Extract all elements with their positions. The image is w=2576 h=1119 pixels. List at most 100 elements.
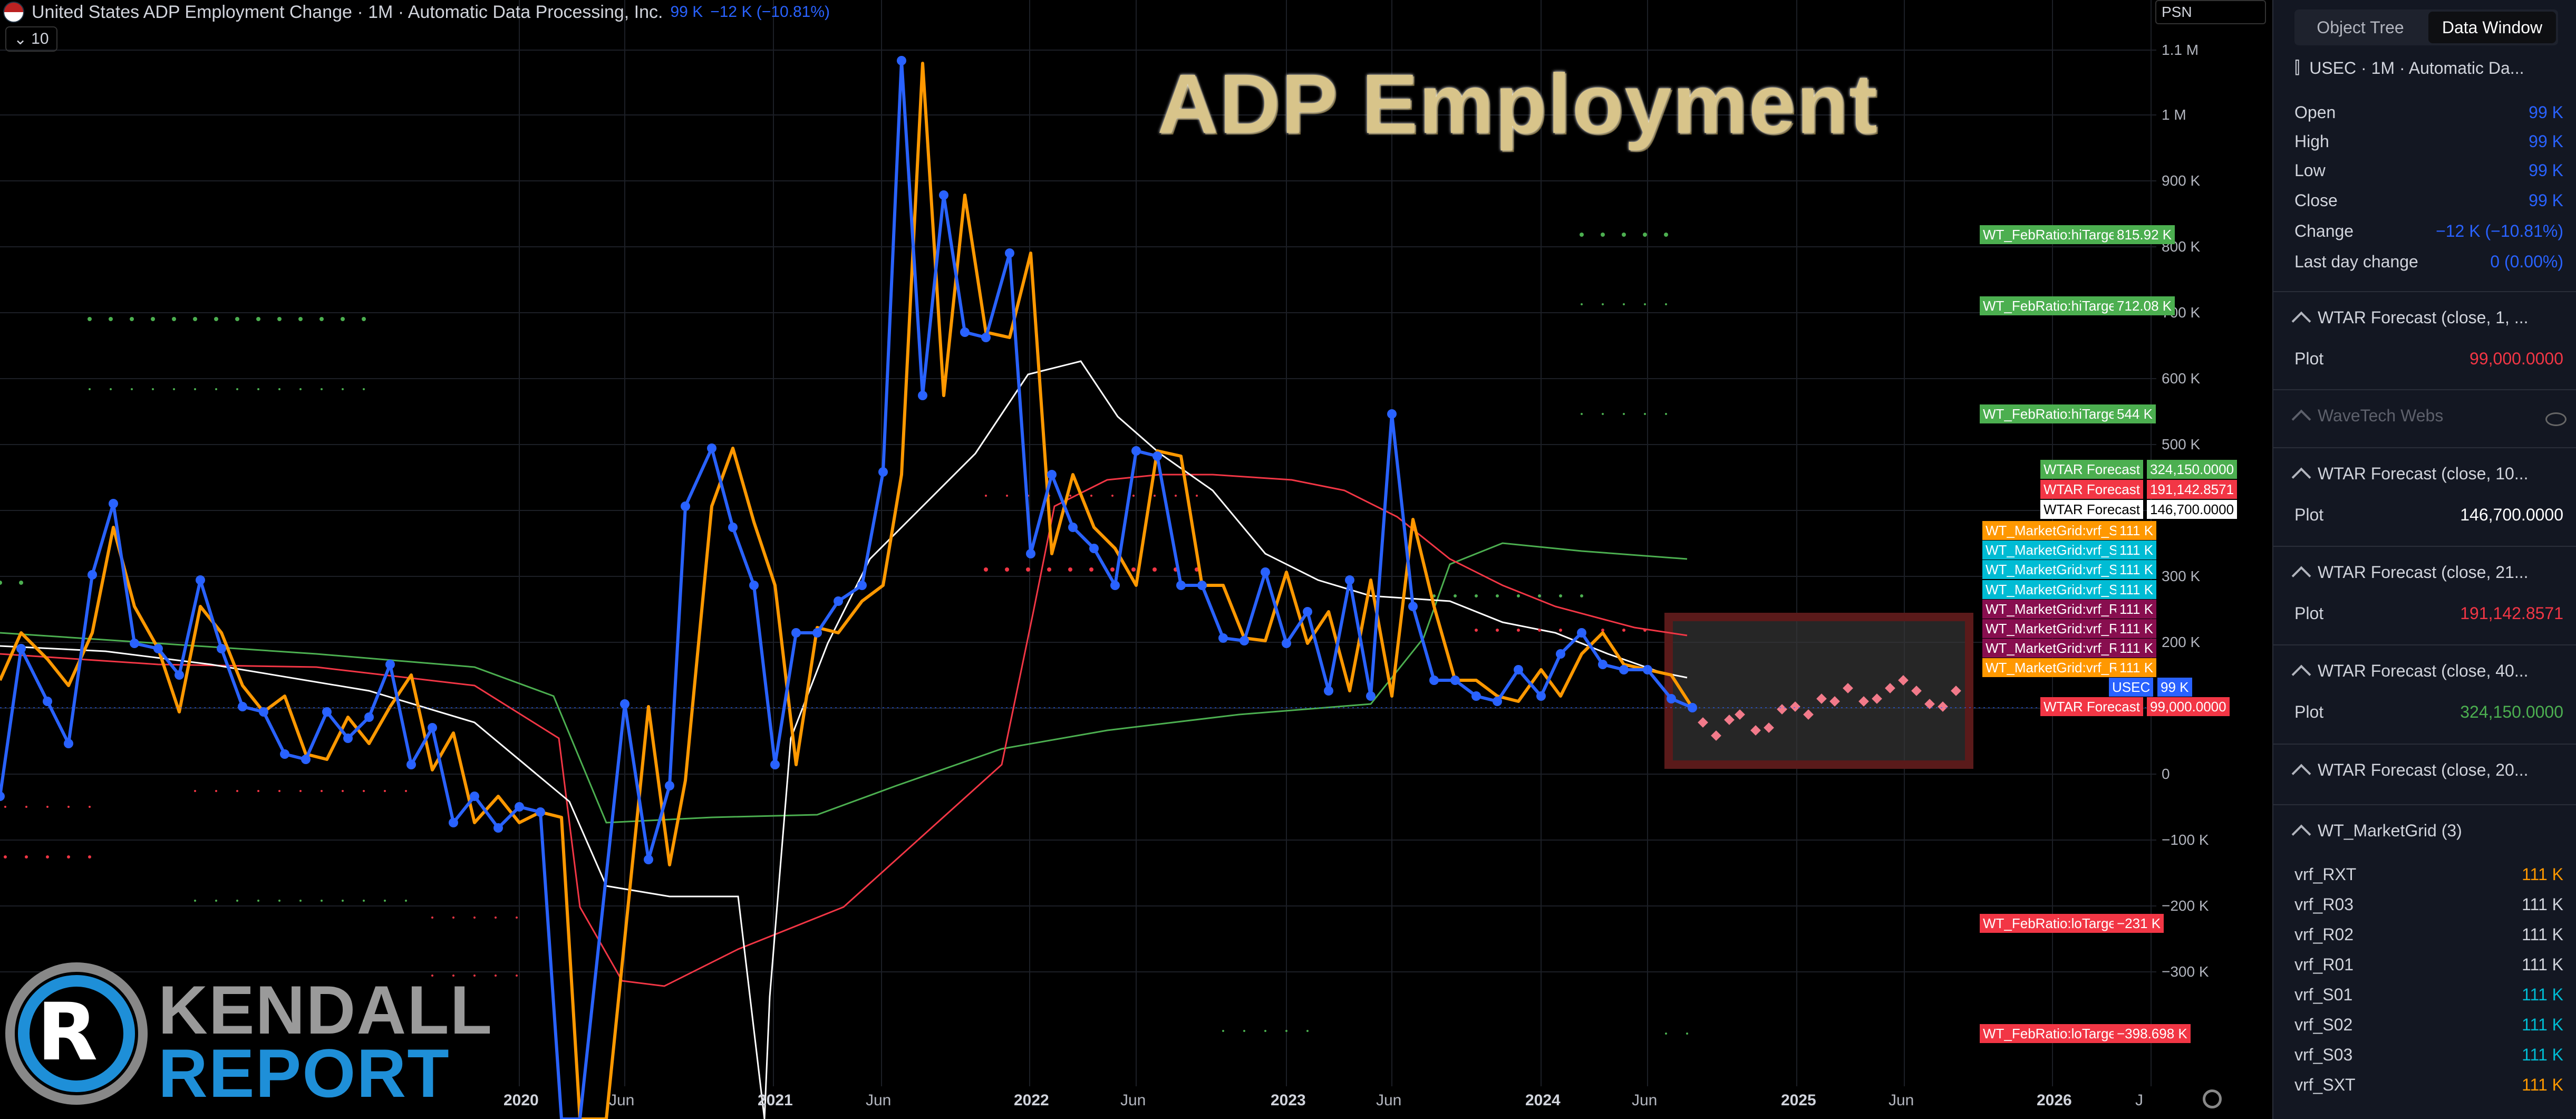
data-point bbox=[217, 644, 226, 653]
indicator-section[interactable] bbox=[2273, 546, 2576, 547]
price-tag-value: 111 K bbox=[2116, 639, 2157, 658]
data-point bbox=[16, 644, 26, 653]
green-ma-line bbox=[0, 542, 1688, 824]
level-dot bbox=[299, 388, 302, 390]
level-dot bbox=[452, 917, 454, 919]
indicator-title[interactable]: WTAR Forecast (close, 21... bbox=[2291, 562, 2529, 586]
level-dot bbox=[193, 317, 197, 321]
data-point bbox=[1131, 446, 1141, 456]
price-tag-value: 111 K bbox=[2116, 541, 2157, 560]
level-dot bbox=[46, 806, 49, 808]
x-tick-label: Jun bbox=[1120, 1092, 1146, 1109]
grid-label: vrf_R01 bbox=[2294, 955, 2354, 974]
price-tag-label: WTAR Forecast bbox=[2040, 697, 2143, 716]
price-tag-value: 544 K bbox=[2114, 404, 2156, 423]
price-tag-label: WT_FebRatio:loTarget#1 bbox=[1980, 914, 2139, 933]
level-dot bbox=[431, 975, 433, 977]
indicator-section[interactable] bbox=[2273, 744, 2576, 745]
market-grid-name: WT_MarketGrid (3) bbox=[2318, 821, 2462, 840]
level-dot bbox=[1581, 413, 1583, 415]
level-dot bbox=[130, 317, 134, 321]
gear-icon[interactable] bbox=[2203, 1089, 2222, 1108]
ohlc-value: 99 K bbox=[2529, 132, 2563, 151]
price-tag-value: 712.08 K bbox=[2114, 296, 2175, 315]
chevron-up-icon[interactable] bbox=[2291, 664, 2311, 684]
market-grid-section[interactable] bbox=[2273, 804, 2576, 805]
y-tick-label: 200 K bbox=[2162, 634, 2201, 650]
indicator-section[interactable] bbox=[2273, 291, 2576, 292]
data-point bbox=[1387, 409, 1397, 419]
level-dot bbox=[1026, 567, 1030, 572]
level-dot bbox=[89, 806, 91, 808]
ohlc-label: Last day change bbox=[2294, 252, 2418, 271]
indicator-title[interactable]: WaveTech Webs bbox=[2291, 405, 2443, 429]
price-tag-value: 111 K bbox=[2116, 560, 2157, 579]
level-dot bbox=[495, 917, 497, 919]
grid-row: vrf_R01 111 K bbox=[2294, 955, 2563, 975]
level-dot bbox=[19, 581, 23, 585]
x-tick-label: Jun bbox=[1376, 1092, 1402, 1109]
price-tag-label: WT_MarketGrid:vrf_S03 bbox=[1982, 541, 2137, 560]
indicator-title[interactable]: WTAR Forecast (close, 40... bbox=[2291, 660, 2529, 684]
chevron-up-icon[interactable] bbox=[2291, 764, 2311, 784]
indicator-section[interactable] bbox=[2273, 644, 2576, 645]
indicator-section[interactable] bbox=[2273, 447, 2576, 448]
level-dot bbox=[363, 900, 365, 902]
indicator-title[interactable]: WTAR Forecast (close, 1, ... bbox=[2291, 307, 2528, 331]
y-tick-label: 900 K bbox=[2162, 172, 2201, 189]
ohlc-row: Change −12 K (−10.81%) bbox=[2294, 221, 2563, 241]
plot-row: Plot 324,150.0000 bbox=[2294, 702, 2563, 722]
interval-toggle-button[interactable]: ⌄ 10 bbox=[5, 26, 57, 52]
price-tag-label: WTAR Forecast bbox=[2040, 460, 2143, 479]
data-point bbox=[878, 467, 888, 477]
level-dot bbox=[172, 317, 176, 321]
chart-header: United States ADP Employment Change · 1M… bbox=[0, 0, 830, 24]
level-dot bbox=[152, 388, 154, 390]
grid-value: 111 K bbox=[2522, 985, 2563, 1004]
level-dot bbox=[299, 790, 302, 792]
level-dot bbox=[1643, 233, 1647, 237]
price-tag-label: WT_FebRatio:hiTarget#1 bbox=[1980, 404, 2139, 423]
plot-value: 191,142.8571 bbox=[2460, 604, 2563, 623]
eye-hidden-icon[interactable] bbox=[2545, 412, 2567, 426]
market-grid-title[interactable]: WT_MarketGrid (3) bbox=[2291, 820, 2462, 844]
level-dot bbox=[321, 790, 323, 792]
level-dot bbox=[298, 317, 303, 321]
tab-object-tree[interactable]: Object Tree bbox=[2317, 17, 2404, 37]
level-dot bbox=[1006, 495, 1008, 497]
level-dot bbox=[1111, 495, 1113, 497]
level-dot bbox=[1196, 495, 1198, 497]
level-dot bbox=[256, 317, 260, 321]
level-dot bbox=[1601, 629, 1604, 632]
data-point bbox=[1218, 633, 1228, 643]
chevron-up-icon[interactable] bbox=[2291, 467, 2311, 487]
data-point bbox=[918, 391, 927, 400]
level-dot bbox=[1559, 594, 1562, 597]
data-point bbox=[1429, 676, 1439, 685]
level-dot bbox=[1306, 1030, 1309, 1032]
indicator-name: WTAR Forecast (close, 40... bbox=[2318, 661, 2529, 680]
data-point bbox=[43, 697, 52, 706]
level-dot bbox=[319, 317, 324, 321]
data-point bbox=[493, 823, 503, 833]
chart-title[interactable]: United States ADP Employment Change · 1M… bbox=[32, 2, 663, 22]
tab-data-window[interactable]: Data Window bbox=[2428, 12, 2556, 43]
chevron-up-icon[interactable] bbox=[2291, 824, 2311, 844]
indicator-title[interactable]: WTAR Forecast (close, 20... bbox=[2291, 759, 2529, 784]
chart-area[interactable]: United States ADP Employment Change · 1M… bbox=[0, 0, 2272, 1119]
level-dot bbox=[1110, 567, 1115, 572]
ohlc-value: −12 K (−10.81%) bbox=[2436, 221, 2563, 240]
data-point bbox=[812, 628, 822, 638]
chevron-up-icon[interactable] bbox=[2291, 409, 2311, 429]
indicator-section[interactable] bbox=[2273, 389, 2576, 390]
data-point bbox=[364, 712, 374, 722]
indicator-title[interactable]: WTAR Forecast (close, 10... bbox=[2291, 463, 2529, 487]
chevron-up-icon[interactable] bbox=[2291, 566, 2311, 586]
last-change: −12 K (−10.81%) bbox=[710, 3, 830, 21]
level-dot bbox=[1517, 594, 1520, 597]
indicator-name: WTAR Forecast (close, 21... bbox=[2318, 562, 2529, 582]
psn-badge[interactable]: PSN bbox=[2155, 0, 2266, 24]
chevron-up-icon[interactable] bbox=[2291, 311, 2311, 331]
last-value: 99 K bbox=[670, 3, 703, 21]
price-chart[interactable] bbox=[0, 0, 2272, 1119]
